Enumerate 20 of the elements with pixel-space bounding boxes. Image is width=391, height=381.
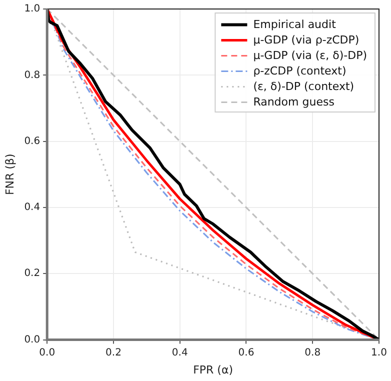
y-tick-label: 0.4	[24, 202, 40, 214]
x-tick-label: 0.0	[39, 347, 56, 358]
y-tick-label: 0.0	[24, 334, 40, 346]
x-axis-title: FPR (α)	[193, 363, 234, 376]
legend-label: (ε, δ)-DP (context)	[253, 80, 354, 94]
y-tick-label: 0.8	[24, 70, 40, 81]
x-tick-label: 0.2	[106, 347, 122, 358]
legend-label: μ-GDP (via (ε, δ)-DP)	[253, 49, 368, 62]
y-axis-title: FNR (β)	[3, 154, 16, 196]
legend-label: Random guess	[253, 96, 335, 109]
y-tick-label: 1.0	[24, 4, 40, 15]
x-tick-label: 0.6	[238, 347, 254, 358]
y-tick-label: 0.6	[24, 136, 40, 147]
legend-label: μ-GDP (via ρ-zCDP)	[253, 34, 360, 47]
x-tick-label: 0.8	[304, 347, 321, 358]
x-tick-label: 0.4	[172, 347, 188, 358]
legend-label: Empirical audit	[253, 18, 337, 32]
x-tick-label: 1.0	[371, 347, 387, 358]
y-tick-label: 0.2	[24, 268, 40, 280]
legend-label: ρ-zCDP (context)	[253, 64, 346, 78]
